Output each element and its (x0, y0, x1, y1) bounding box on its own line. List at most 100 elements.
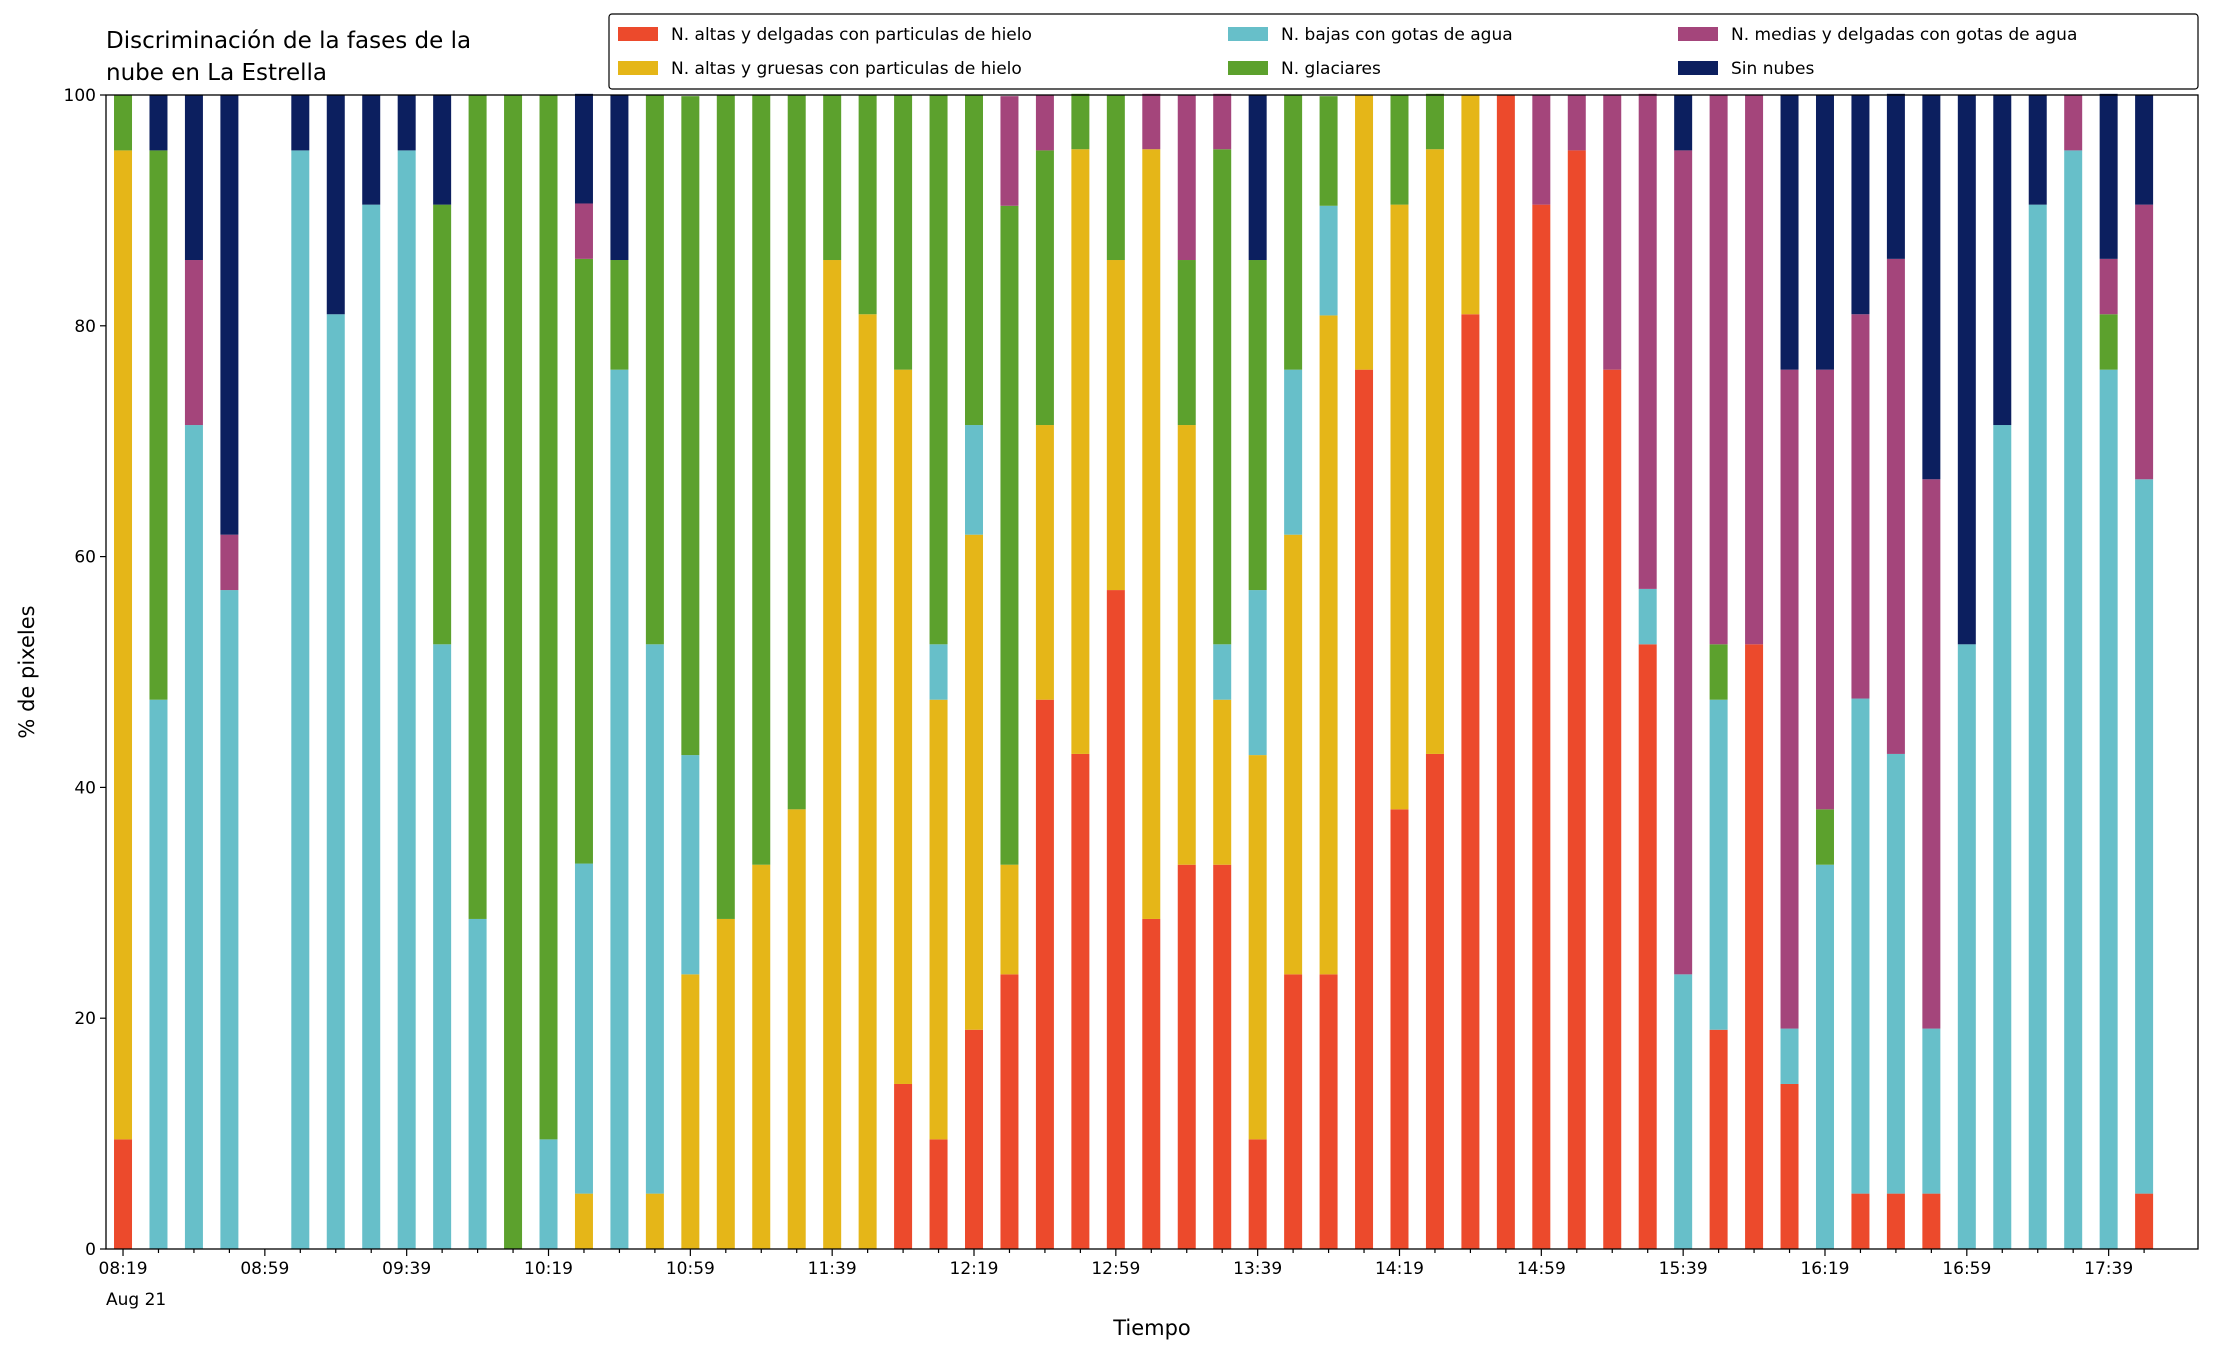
bar-segment (610, 95, 629, 261)
bar-segment (681, 755, 700, 975)
bar-segment (1035, 95, 1054, 151)
bar-segment (1638, 588, 1657, 645)
x-tick-label: 15:39 (1659, 1259, 1708, 1279)
bar-segment (1922, 479, 1941, 1029)
bar-segment (787, 809, 806, 1249)
bar-segment (645, 95, 664, 645)
bar-segment (1425, 149, 1444, 754)
bar-segment (716, 918, 735, 1249)
bar-segment (894, 369, 913, 1084)
bar-segment (681, 96, 700, 756)
bar-segment (1106, 590, 1125, 1249)
bar-segment (1284, 974, 1303, 1249)
bar-segment (1213, 93, 1232, 150)
x-tick-label: 09:39 (382, 1259, 431, 1279)
bar-segment (362, 95, 381, 205)
x-tick-label: 16:59 (1942, 1259, 1991, 1279)
bar-segment (2135, 204, 2154, 480)
bar-segment (858, 314, 877, 1249)
x-axis-label: Tiempo (1112, 1316, 1191, 1340)
bar-segment (1213, 644, 1232, 700)
bar-segment (291, 95, 310, 151)
bar-segment (1922, 1193, 1941, 1249)
bar-segment (823, 95, 842, 261)
bar-segment (1213, 699, 1232, 865)
bar-segment (1000, 205, 1019, 865)
bar-segment (1071, 93, 1090, 150)
bar-segment (2028, 204, 2047, 1249)
legend-swatch (618, 27, 658, 41)
bar-segment (610, 260, 629, 370)
bar-segment (1106, 260, 1125, 591)
bar-segment (929, 699, 948, 1140)
bar-segment (2135, 479, 2154, 1194)
bar-segment (1035, 699, 1054, 1249)
x-tick-label: 14:59 (1517, 1259, 1566, 1279)
bar-segment (1922, 95, 1941, 480)
bar-segment (114, 150, 133, 1140)
bar-segment (149, 699, 168, 1249)
bar-segment (1957, 95, 1976, 645)
bar-segment (1745, 95, 1764, 645)
bar-segment (220, 534, 239, 591)
bar-segment (220, 95, 239, 535)
bar-segment (2099, 369, 2118, 1250)
bar-segment (1142, 918, 1161, 1249)
y-tick-label: 20 (74, 1009, 96, 1029)
legend-label: Sin nubes (1731, 59, 1814, 79)
bar-segment (468, 95, 487, 919)
bar-segment (1638, 93, 1657, 589)
bar-segment (1142, 149, 1161, 919)
bar-segment (1851, 698, 1870, 1194)
bar-segment (539, 95, 558, 1140)
plot-frame (105, 94, 2199, 1250)
bar-segment (965, 534, 984, 1030)
bar-segment (1000, 96, 1019, 206)
bar-segment (1177, 95, 1196, 261)
bar-segment (894, 95, 913, 370)
bar-segment (114, 95, 133, 151)
x-tick-label: 11:39 (808, 1259, 857, 1279)
bar-segment (1425, 93, 1444, 150)
legend-label: N. altas y gruesas con particulas de hie… (671, 59, 1022, 79)
bar-segment (1177, 864, 1196, 1249)
x-tick-label: 13:39 (1233, 1259, 1282, 1279)
bar-segment (823, 260, 842, 1250)
bar-segment (1532, 204, 1551, 1249)
bar-segment (1780, 1083, 1799, 1249)
bar-segment (1886, 93, 1905, 259)
x-tick-label: 08:59 (240, 1259, 289, 1279)
bar-segment (929, 1139, 948, 1249)
bar-segment (1071, 149, 1090, 754)
bar-segment (787, 95, 806, 810)
y-tick-label: 0 (85, 1240, 96, 1260)
bar-segment (433, 644, 452, 1249)
bar-segment (1390, 204, 1409, 810)
bar-segment (752, 95, 771, 865)
bar-segment (574, 1193, 593, 1249)
bar-segment (184, 95, 203, 261)
bar-segment (1248, 755, 1267, 1140)
bar-segment (1886, 258, 1905, 754)
legend-swatch (1228, 27, 1268, 41)
bar-segment (1071, 753, 1090, 1249)
y-tick-label: 100 (64, 86, 96, 106)
bar-segment (149, 150, 168, 700)
bar-segment (1709, 644, 1728, 700)
bar-segment (149, 95, 168, 151)
bar-segment (1993, 95, 2012, 426)
bar-segment (1000, 864, 1019, 975)
bar-segment (752, 864, 771, 1249)
bar-segment (1177, 425, 1196, 865)
x-tick-label: 14:19 (1375, 1259, 1424, 1279)
bar-segment (574, 258, 593, 864)
bar-segment (965, 425, 984, 535)
x-tick-label: 10:59 (666, 1259, 715, 1279)
bar-segment (1674, 95, 1693, 151)
bar-segment (716, 95, 735, 919)
bar-segment (1390, 809, 1409, 1249)
chart-title: nube en La Estrella (106, 60, 327, 86)
bar-segment (645, 1193, 664, 1249)
bar-segment (2064, 95, 2083, 151)
bar-segment (1213, 864, 1232, 1249)
